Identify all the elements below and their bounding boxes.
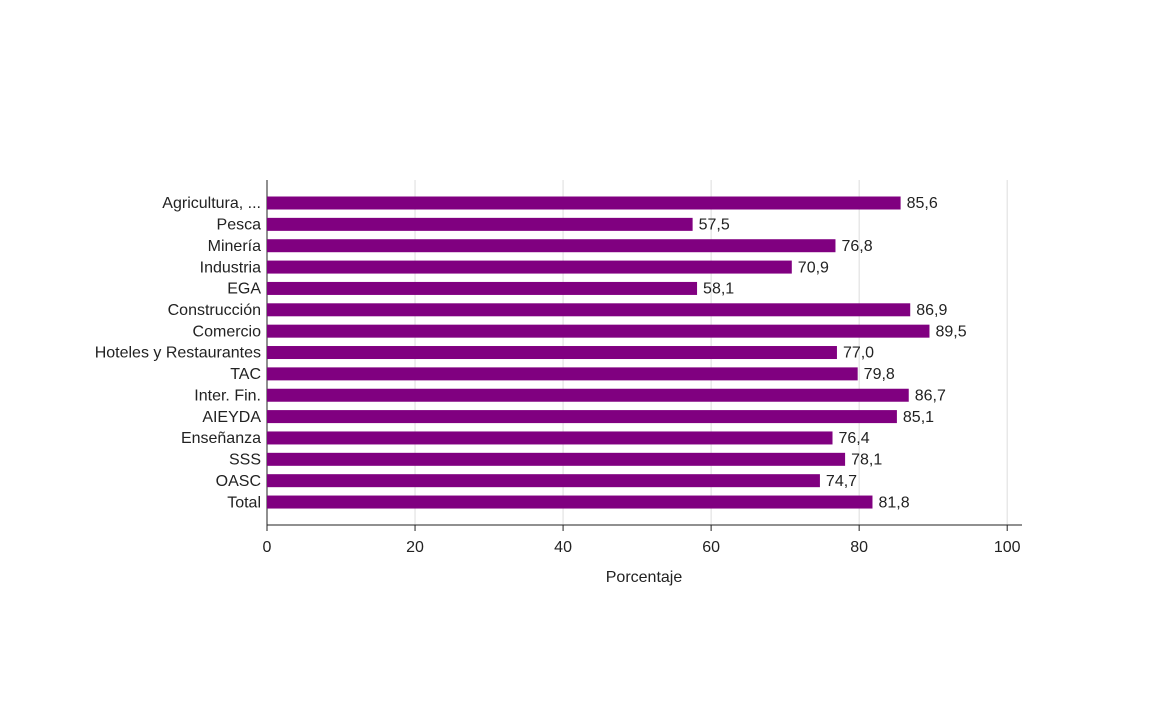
bar <box>267 324 930 338</box>
bar <box>267 431 833 445</box>
bar <box>267 452 846 466</box>
value-label: 81,8 <box>878 494 909 511</box>
value-label: 76,8 <box>841 238 872 255</box>
bar <box>267 281 698 295</box>
value-label: 58,1 <box>703 281 734 298</box>
y-tick-label: Inter. Fin. <box>194 387 261 404</box>
bar <box>267 495 873 509</box>
y-tick-label: SSS <box>229 452 261 469</box>
y-tick-label: Industria <box>200 259 261 276</box>
y-tick-label: Total <box>227 494 261 511</box>
y-tick-label: Comercio <box>193 323 262 340</box>
value-label: 85,1 <box>903 409 934 426</box>
bar <box>267 346 837 360</box>
y-tick-label: Hoteles y Restaurantes <box>95 345 261 362</box>
bar <box>267 388 909 402</box>
value-label: 74,7 <box>826 473 857 490</box>
value-label: 86,9 <box>916 302 947 319</box>
x-tick-label: 20 <box>406 539 424 556</box>
value-label: 79,8 <box>864 366 895 383</box>
y-tick-label: Construcción <box>168 302 261 319</box>
value-label: 70,9 <box>798 259 829 276</box>
bar <box>267 410 897 424</box>
y-tick-label: Agricultura, ... <box>162 195 261 212</box>
value-label: 77,0 <box>843 345 874 362</box>
x-tick-label: 40 <box>554 539 572 556</box>
y-tick-label: AIEYDA <box>202 409 261 426</box>
y-tick-label: Enseñanza <box>181 430 261 447</box>
y-tick-label: OASC <box>216 473 261 490</box>
bar <box>267 196 901 210</box>
value-label: 57,5 <box>699 217 730 234</box>
x-tick-label: 0 <box>263 539 272 556</box>
x-tick-label: 100 <box>994 539 1021 556</box>
value-label: 76,4 <box>839 430 870 447</box>
value-label: 78,1 <box>851 452 882 469</box>
bar <box>267 217 693 231</box>
bar <box>267 260 792 274</box>
value-label: 85,6 <box>907 195 938 212</box>
x-tick-label: 60 <box>702 539 720 556</box>
bar <box>267 474 820 488</box>
x-axis-label: Porcentaje <box>606 569 683 586</box>
bar <box>267 239 836 253</box>
y-tick-label: TAC <box>230 366 261 383</box>
value-label: 86,7 <box>915 387 946 404</box>
value-label: 89,5 <box>935 323 966 340</box>
y-tick-label: Minería <box>208 238 261 255</box>
bar <box>267 303 911 317</box>
y-tick-label: EGA <box>227 281 261 298</box>
bar <box>267 367 858 381</box>
x-tick-label: 80 <box>850 539 868 556</box>
y-tick-label: Pesca <box>217 217 262 234</box>
